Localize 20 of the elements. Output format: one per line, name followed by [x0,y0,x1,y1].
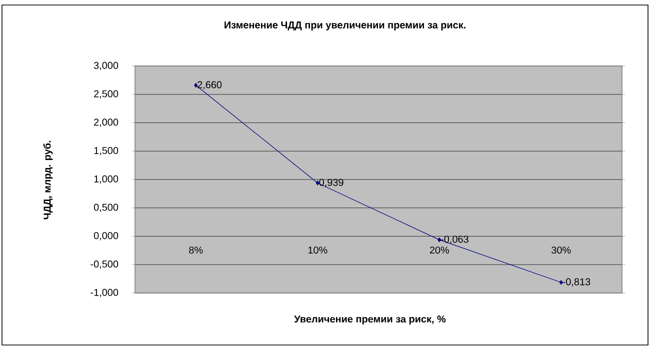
x-tick-label: 20% [430,246,450,254]
data-label: 2,660 [198,81,222,90]
y-tick-label: 2,500 [94,90,118,98]
x-axis-title: Увеличение премии за риск, % [294,315,446,324]
y-tick-label: 2,000 [94,118,118,127]
y-tick-label: -0,500 [90,260,118,269]
y-tick-label: -1,000 [90,288,118,298]
y-tick-label: 0,500 [94,204,118,212]
x-tick-label: 10% [308,246,328,254]
data-label: 0,939 [319,178,344,188]
chart-title: Изменение ЧДД при увеличении премии за риск. [224,22,466,30]
y-tick-label: 1,000 [94,175,118,184]
data-label: -0,813 [562,278,590,287]
y-tick-label: 1,500 [94,147,118,156]
data-label: -0,063 [441,236,468,244]
x-tick-label: 8% [189,246,203,254]
y-tick-label: 3,000 [94,62,118,70]
x-tick-label: 30% [552,246,571,254]
y-axis-title: ЧДД, млрд. руб. [43,140,53,220]
y-tick-label: 0,000 [94,232,118,240]
